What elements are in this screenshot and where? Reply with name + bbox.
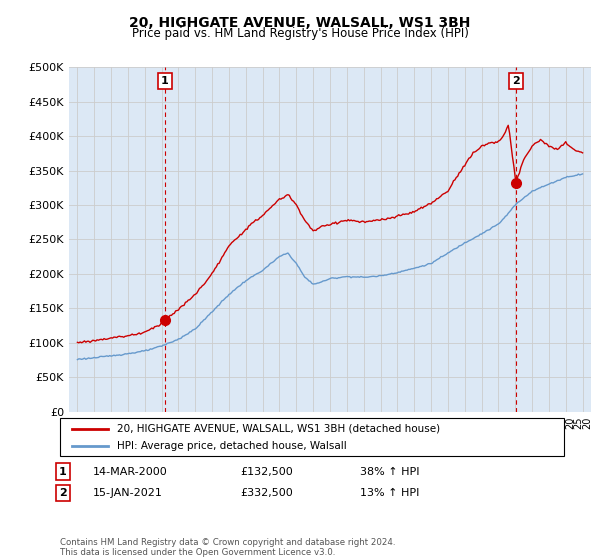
Text: £132,500: £132,500: [240, 466, 293, 477]
Text: 20, HIGHGATE AVENUE, WALSALL, WS1 3BH: 20, HIGHGATE AVENUE, WALSALL, WS1 3BH: [130, 16, 470, 30]
Text: 14-MAR-2000: 14-MAR-2000: [93, 466, 168, 477]
Text: Price paid vs. HM Land Registry's House Price Index (HPI): Price paid vs. HM Land Registry's House …: [131, 27, 469, 40]
Text: 2: 2: [59, 488, 67, 498]
Text: 15-JAN-2021: 15-JAN-2021: [93, 488, 163, 498]
Text: Contains HM Land Registry data © Crown copyright and database right 2024.
This d: Contains HM Land Registry data © Crown c…: [60, 538, 395, 557]
Text: 1: 1: [59, 466, 67, 477]
Text: £332,500: £332,500: [240, 488, 293, 498]
Text: 13% ↑ HPI: 13% ↑ HPI: [360, 488, 419, 498]
Text: 20, HIGHGATE AVENUE, WALSALL, WS1 3BH (detached house): 20, HIGHGATE AVENUE, WALSALL, WS1 3BH (d…: [117, 424, 440, 434]
Text: 1: 1: [161, 76, 169, 86]
Text: 2: 2: [512, 76, 520, 86]
Text: 38% ↑ HPI: 38% ↑ HPI: [360, 466, 419, 477]
Text: HPI: Average price, detached house, Walsall: HPI: Average price, detached house, Wals…: [117, 441, 347, 451]
